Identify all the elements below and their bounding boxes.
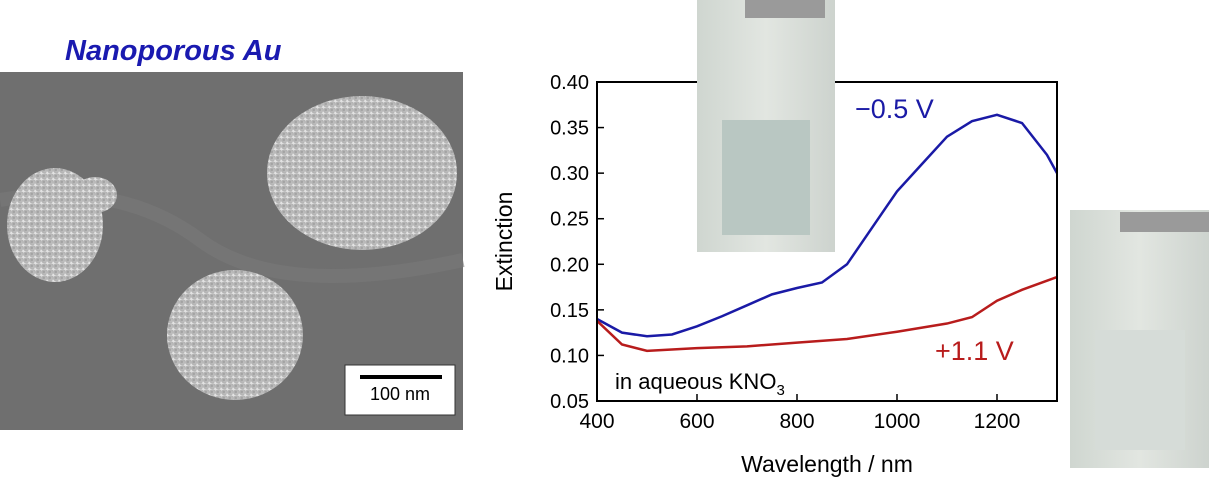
- y-tick-label: 0.15: [550, 300, 589, 322]
- sem-image: 100 nm: [0, 72, 465, 430]
- x-tick-label: 1000: [874, 410, 921, 433]
- y-tick-label: 0.10: [550, 345, 589, 367]
- y-tick-label: 0.05: [550, 391, 589, 413]
- series-label: +1.1 V: [935, 336, 1014, 366]
- scale-bar-label: 100 nm: [370, 384, 430, 404]
- y-axis-label: Extinction: [491, 192, 517, 292]
- y-tick-label: 0.30: [550, 163, 589, 185]
- plot: 0.05 0.10 0.15 0.20 0.25 0.30 0.35 0.40 400 600 80…: [491, 72, 1059, 477]
- x-tick-label: 400: [579, 410, 614, 433]
- y-tick-label: 0.40: [550, 72, 589, 94]
- annotation-subscript: 3: [776, 382, 784, 399]
- x-tick-label: 600: [679, 410, 714, 433]
- series-label: −0.5 V: [855, 94, 934, 124]
- series-line: [596, 113, 1059, 338]
- photo: [697, 0, 1209, 468]
- series-line: [596, 275, 1058, 353]
- y-tick-label: 0.20: [550, 254, 589, 276]
- annotation: in aqueous KNO3: [615, 369, 785, 399]
- panel-title: Nanoporous Au: [65, 35, 282, 67]
- x-tick-label: 800: [779, 410, 814, 433]
- y-tick-label: 0.25: [550, 209, 589, 231]
- x-axis-label: Wavelength / nm: [741, 451, 913, 477]
- y-tick-label: 0.35: [550, 118, 589, 140]
- x-tick-label: 1200: [974, 410, 1021, 433]
